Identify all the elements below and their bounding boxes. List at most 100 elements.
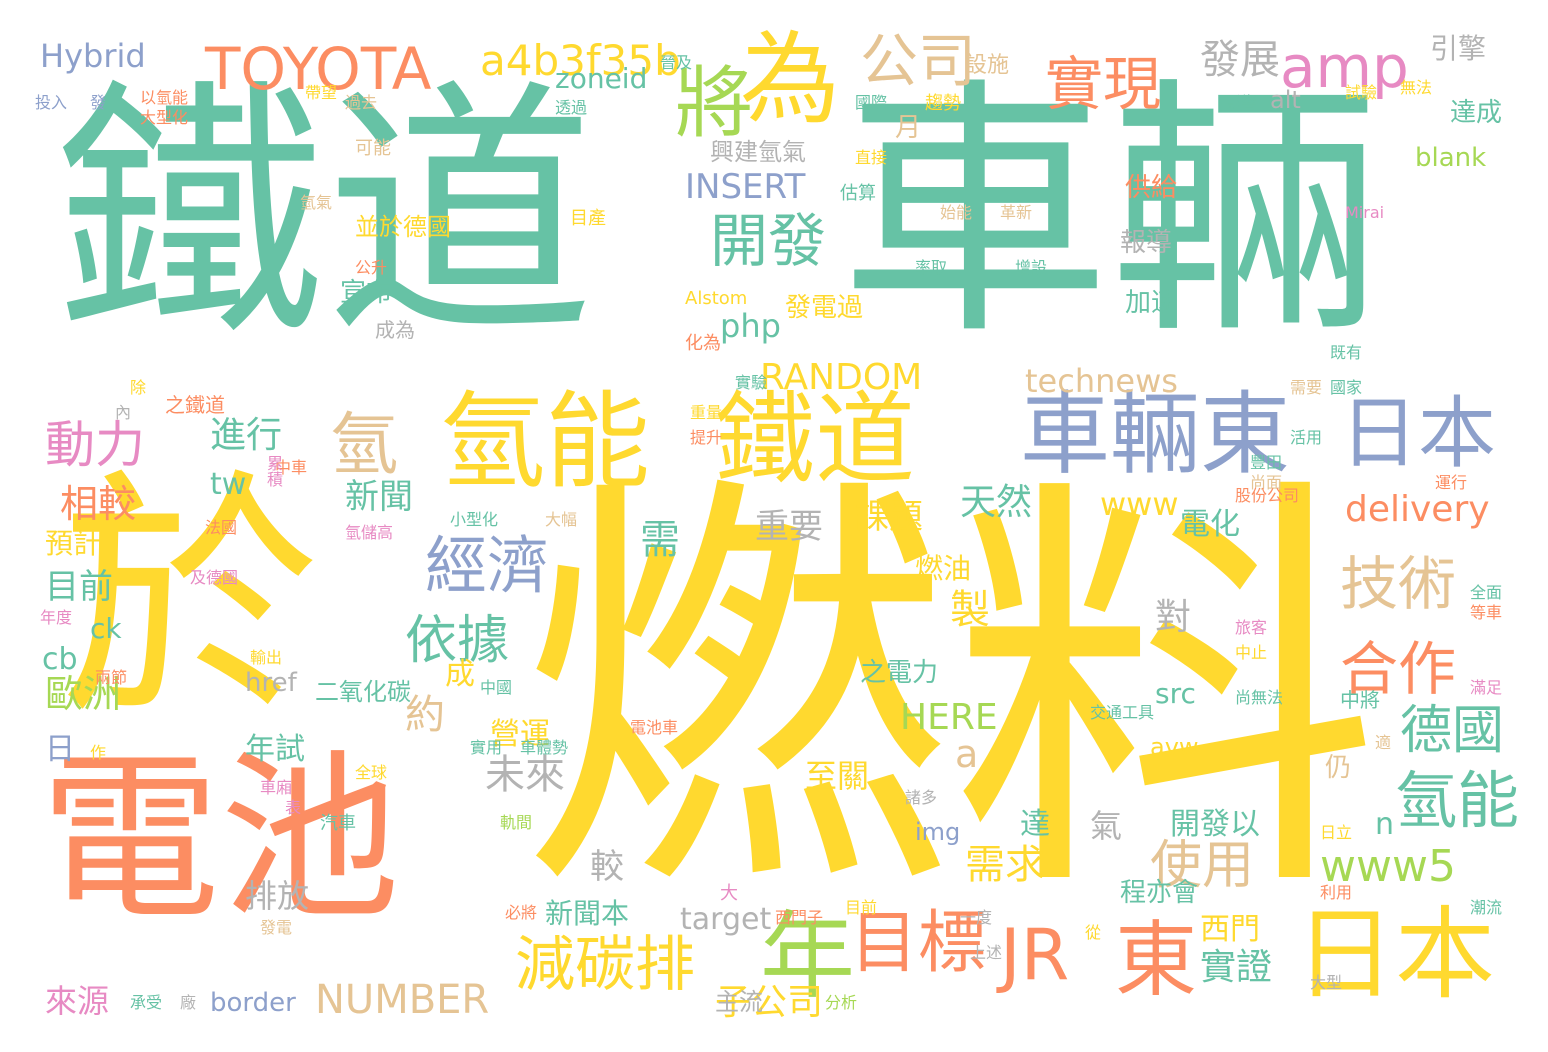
word: 氫氣 [300, 193, 333, 212]
word: 及德國 [190, 568, 239, 587]
word: 以氫能 [140, 88, 189, 107]
word: 二氧化碳 [315, 678, 411, 706]
word: 電化 [1180, 507, 1240, 542]
word: 日立 [1320, 823, 1353, 842]
word: 國家 [1330, 378, 1363, 397]
word: 大 [720, 883, 738, 904]
word: 設施 [965, 53, 1010, 78]
word: 氣 [1090, 807, 1123, 845]
word: 月 [895, 113, 922, 143]
word: 成為 [375, 318, 415, 342]
word: technews [1025, 362, 1178, 400]
word: Hybrid [40, 37, 146, 75]
word: avw [1150, 733, 1199, 761]
word: 實證 [1200, 947, 1273, 988]
word: 增設 [1015, 258, 1048, 277]
word: href [245, 668, 297, 698]
word: a4b3f35b [480, 36, 681, 85]
word: n [1375, 807, 1395, 842]
word: 一度 [960, 908, 993, 927]
word: 上述 [970, 943, 1003, 962]
word: 西門子 [775, 908, 824, 927]
word: cb [42, 642, 78, 677]
word: 承受 [130, 993, 163, 1012]
word: 仍 [1325, 753, 1352, 783]
word: zoneid [555, 62, 648, 95]
word: 報導 [1120, 228, 1173, 258]
word: 之電力 [860, 658, 939, 688]
word: a [955, 732, 979, 776]
word: 氫能 [440, 381, 651, 503]
word: 無法 [1400, 78, 1433, 97]
word: 中將 [1340, 688, 1380, 712]
word: 分析 [825, 993, 858, 1012]
word: 動力 [45, 416, 145, 474]
word: delivery [1345, 489, 1490, 530]
word: 利用 [1320, 883, 1353, 902]
word: 豐田 [1250, 453, 1283, 472]
word: 實驗 [735, 373, 768, 392]
word: 重要 [755, 507, 823, 547]
word: 技術 [1340, 550, 1457, 618]
word: 革新 [1000, 203, 1033, 222]
word: 需 [640, 517, 680, 563]
word: 兩節 [95, 668, 128, 687]
word: 股份公司 [1235, 486, 1300, 505]
word: 燃油 [915, 552, 972, 585]
word: 進行 [210, 415, 283, 456]
word: 重量 [690, 403, 723, 422]
word: 直接 [855, 148, 888, 167]
word: 程亦會 [1120, 878, 1199, 908]
word: 車輛 [840, 55, 1380, 370]
word: 等車 [1470, 603, 1503, 622]
word: 適 [1375, 733, 1392, 752]
word: RANDOM [760, 357, 923, 398]
word: 年度 [40, 608, 73, 627]
word: 電池車 [630, 718, 679, 737]
word: 小型化 [450, 510, 499, 529]
word: img [915, 818, 961, 846]
word: TOYOTA [205, 35, 432, 103]
word: 旅客 [1235, 618, 1268, 637]
word: 中止 [1235, 643, 1268, 662]
word: 始能 [940, 203, 973, 222]
word: NUMBER [315, 977, 490, 1023]
word: 投入 [35, 93, 68, 112]
word: 從 [1085, 923, 1102, 942]
word: 尚無法 [1235, 688, 1284, 707]
word: 車輛東 [1020, 382, 1290, 487]
word: 較 [590, 847, 624, 887]
word: 發展 [1200, 37, 1280, 83]
word: 透過 [555, 98, 588, 117]
word: Mirai [1345, 203, 1385, 222]
word: 供給 [1125, 173, 1178, 203]
word: 作 [90, 743, 107, 762]
word: 約 [405, 692, 445, 738]
word: 日本 [1340, 389, 1497, 479]
word: 之鐵道 [165, 393, 225, 417]
word: 全球 [355, 763, 388, 782]
word: 發電 [260, 918, 293, 937]
word: www5 [1320, 841, 1456, 892]
word: 影響 [1225, 93, 1258, 112]
word: 東 [1115, 913, 1198, 1008]
word: 輸出 [250, 648, 283, 667]
word: 需要 [1290, 378, 1323, 397]
word: 引擎 [1430, 32, 1487, 65]
word: 未來 [485, 752, 565, 798]
word: 依據 [405, 611, 510, 671]
word: 大型 [1310, 973, 1343, 992]
word: 經濟 [425, 529, 550, 602]
word: 加速 [1125, 288, 1178, 318]
word: 帶望 [305, 83, 338, 102]
word: 減碳排 [515, 930, 695, 1000]
word: 氫 [330, 406, 399, 485]
word: 對 [1155, 597, 1192, 638]
word: 率取 [915, 258, 948, 277]
word: 諸多 [905, 788, 938, 807]
word: 至關 [805, 757, 870, 795]
word: 興建氫氣 [710, 138, 806, 166]
word: 發 [90, 93, 107, 112]
word: 開發以 [1170, 807, 1260, 842]
